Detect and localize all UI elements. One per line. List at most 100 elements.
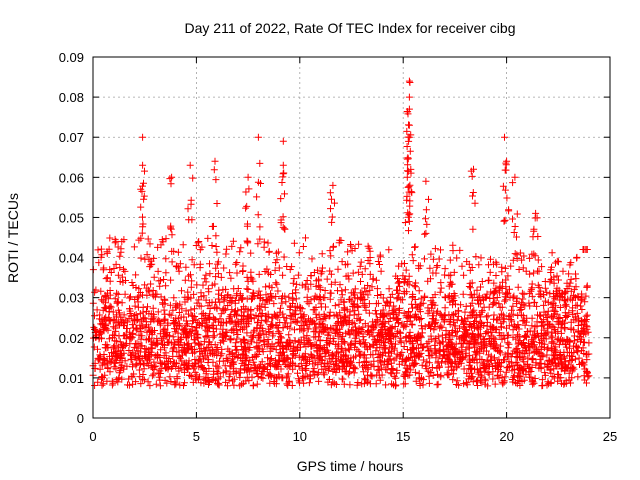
data-point bbox=[311, 327, 319, 335]
data-point bbox=[162, 269, 170, 277]
data-point bbox=[244, 340, 252, 348]
data-point bbox=[216, 298, 224, 306]
data-point bbox=[486, 322, 494, 330]
data-point bbox=[552, 259, 559, 267]
data-point bbox=[415, 262, 423, 270]
data-point bbox=[388, 307, 396, 315]
data-point bbox=[118, 355, 126, 362]
data-point bbox=[570, 291, 578, 299]
data-point bbox=[150, 273, 158, 281]
data-point bbox=[365, 309, 373, 317]
data-point bbox=[421, 294, 428, 301]
data-point bbox=[514, 354, 522, 362]
data-point bbox=[468, 312, 476, 319]
data-point bbox=[301, 353, 309, 361]
data-point bbox=[280, 169, 288, 177]
data-point bbox=[416, 308, 424, 316]
data-point bbox=[147, 257, 155, 265]
data-point bbox=[372, 310, 380, 318]
data-point bbox=[509, 215, 516, 223]
data-point bbox=[388, 380, 396, 388]
data-point bbox=[284, 381, 292, 389]
data-point bbox=[183, 295, 191, 303]
data-point bbox=[130, 370, 138, 378]
data-point bbox=[144, 353, 152, 361]
data-point bbox=[126, 305, 134, 313]
data-point bbox=[373, 285, 381, 293]
data-point bbox=[92, 286, 100, 294]
data-point bbox=[422, 229, 430, 237]
data-point bbox=[403, 279, 411, 287]
data-point bbox=[544, 363, 552, 370]
data-point bbox=[509, 179, 517, 187]
data-point bbox=[156, 330, 164, 338]
data-point bbox=[129, 330, 137, 338]
data-point bbox=[411, 243, 419, 251]
data-point bbox=[236, 248, 244, 256]
data-point bbox=[478, 319, 486, 327]
data-point bbox=[147, 348, 155, 356]
data-point bbox=[230, 285, 238, 293]
data-point bbox=[289, 345, 297, 353]
data-point bbox=[362, 364, 370, 371]
data-point bbox=[310, 365, 318, 373]
data-point bbox=[172, 380, 180, 388]
data-point bbox=[394, 286, 401, 294]
x-tick-label: 25 bbox=[603, 429, 617, 444]
data-point bbox=[166, 332, 173, 340]
data-point bbox=[547, 332, 555, 340]
data-point bbox=[509, 256, 517, 264]
data-point bbox=[202, 271, 210, 279]
data-point bbox=[208, 322, 216, 330]
data-point bbox=[470, 338, 478, 346]
data-point bbox=[204, 302, 212, 310]
data-point bbox=[270, 300, 278, 308]
data-point bbox=[242, 377, 250, 385]
data-point bbox=[554, 335, 562, 343]
data-point bbox=[262, 283, 270, 291]
data-point bbox=[135, 285, 143, 293]
data-point bbox=[265, 282, 273, 290]
data-point bbox=[170, 339, 178, 347]
data-point bbox=[230, 329, 238, 337]
data-point bbox=[125, 294, 133, 302]
data-point bbox=[477, 339, 485, 347]
data-point bbox=[116, 252, 124, 260]
data-point bbox=[167, 365, 175, 372]
data-point bbox=[471, 336, 479, 344]
data-point bbox=[581, 365, 589, 373]
data-point bbox=[537, 359, 545, 367]
data-point bbox=[311, 292, 319, 300]
data-point bbox=[519, 300, 527, 308]
data-point bbox=[457, 301, 465, 309]
data-point bbox=[236, 373, 244, 381]
data-point bbox=[401, 373, 409, 380]
data-point bbox=[112, 356, 120, 364]
data-point bbox=[534, 267, 541, 275]
data-point bbox=[468, 299, 476, 307]
data-point bbox=[154, 351, 161, 359]
data-point bbox=[556, 354, 564, 362]
data-point bbox=[364, 282, 372, 289]
data-point bbox=[279, 310, 287, 318]
data-point bbox=[224, 345, 232, 353]
data-point bbox=[473, 286, 481, 294]
y-tick-labels: 0 0.01 0.02 0.03 0.04 0.05 0.06 0.07 0.08 0.09 bbox=[59, 50, 84, 426]
data-point bbox=[106, 352, 113, 360]
data-point bbox=[114, 290, 122, 298]
data-point bbox=[257, 180, 264, 187]
data-point bbox=[228, 298, 236, 306]
data-point bbox=[379, 351, 386, 359]
data-point bbox=[97, 287, 105, 295]
data-point bbox=[143, 307, 150, 315]
data-point bbox=[569, 304, 576, 312]
data-point bbox=[100, 326, 108, 334]
data-point bbox=[412, 377, 420, 385]
data-point bbox=[219, 357, 227, 365]
data-point bbox=[179, 241, 187, 249]
data-point bbox=[241, 352, 249, 360]
data-point bbox=[556, 304, 564, 311]
data-point bbox=[237, 338, 245, 346]
x-axis-label: GPS time / hours bbox=[297, 458, 404, 474]
data-point bbox=[244, 314, 252, 322]
